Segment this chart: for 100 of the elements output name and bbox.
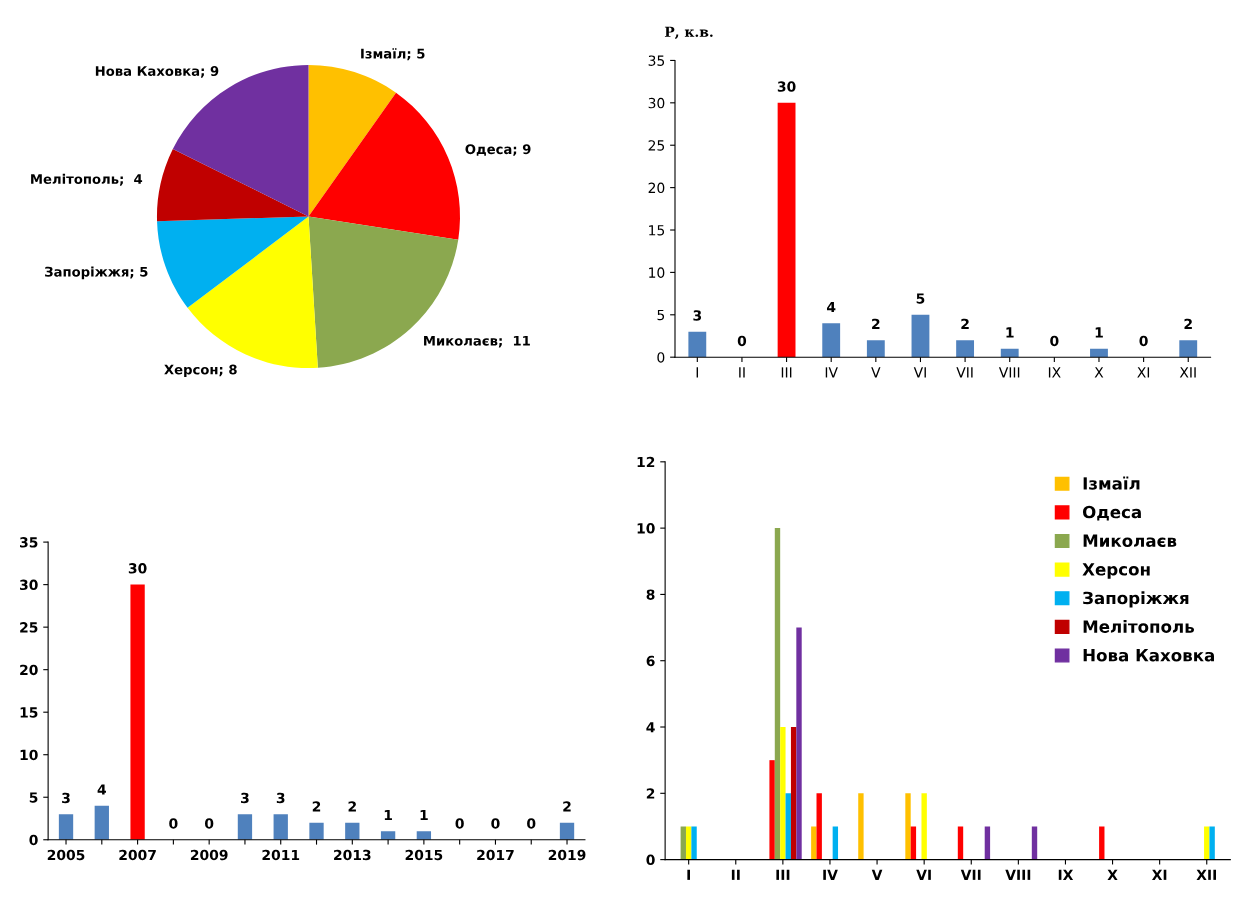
x-tick-label: VIII xyxy=(998,367,1020,378)
x-tick-label: VI xyxy=(913,367,926,378)
data-label: 2 xyxy=(563,801,571,812)
y-tick-label: 8 xyxy=(646,589,655,600)
y-tick-label: 5 xyxy=(29,792,38,803)
x-tick-label: I xyxy=(696,367,698,378)
bar xyxy=(866,340,885,358)
bar xyxy=(1090,348,1108,358)
bar xyxy=(811,826,817,860)
bar xyxy=(796,627,802,860)
data-label: 30 xyxy=(777,81,796,92)
data-label: 1 xyxy=(1006,327,1014,338)
bar xyxy=(910,826,917,860)
pie-slice xyxy=(308,64,397,217)
x-tick-label: 2005 xyxy=(47,849,85,861)
x-tick-label: 2009 xyxy=(190,849,228,861)
x-tick-label: II xyxy=(731,869,740,880)
y-tick-label: 20 xyxy=(648,182,665,194)
bar xyxy=(832,826,839,860)
x-tick-label: XI xyxy=(1151,869,1167,880)
x-tick-label: 2019 xyxy=(548,849,586,861)
data-label: 0 xyxy=(1050,335,1059,347)
bar xyxy=(416,831,432,840)
data-label: 0 xyxy=(527,818,536,829)
bar xyxy=(691,826,697,860)
x-tick-label: III xyxy=(776,869,790,880)
data-label: 1 xyxy=(1095,327,1103,338)
data-label: 5 xyxy=(916,293,925,304)
bar xyxy=(984,826,991,860)
x-tick-label: VIII xyxy=(1005,869,1031,880)
bar xyxy=(559,822,575,840)
legend-label: Запоріжжя xyxy=(1083,591,1189,608)
y-tick-label: 35 xyxy=(648,55,665,66)
y-tick-label: 0 xyxy=(29,834,38,846)
data-label: 2 xyxy=(1184,318,1192,330)
data-label: 0 xyxy=(491,818,500,829)
x-tick-label: 2015 xyxy=(405,849,443,861)
y-tick-label: 30 xyxy=(648,97,665,109)
y-tick-label: 0 xyxy=(646,854,655,866)
data-label: 3 xyxy=(693,310,702,321)
bar xyxy=(822,323,841,358)
bar xyxy=(774,528,781,860)
y-tick-label: 25 xyxy=(20,622,38,633)
y-tick-label: 25 xyxy=(648,140,665,151)
bar xyxy=(130,584,145,840)
bar xyxy=(777,102,796,358)
legend-label: Ізмаїл xyxy=(1083,476,1140,490)
bar xyxy=(790,727,797,860)
x-tick-label: V xyxy=(871,869,883,880)
data-label: 0 xyxy=(205,818,214,829)
bar xyxy=(921,793,927,860)
y-tick-label: 15 xyxy=(649,225,665,236)
bar xyxy=(905,793,911,860)
bar xyxy=(309,822,324,840)
bar xyxy=(345,822,360,840)
bar xyxy=(785,793,791,860)
bar xyxy=(1179,340,1198,358)
x-tick-label: I xyxy=(687,869,690,880)
x-tick-label: VI xyxy=(916,869,931,880)
x-tick-label: IX xyxy=(1048,367,1061,378)
data-label: 0 xyxy=(1139,335,1148,347)
bar xyxy=(1209,826,1215,860)
data-label: 4 xyxy=(826,301,836,313)
slice-label: Херсон; 8 xyxy=(164,364,237,378)
slice-label: Миколаєв; 11 xyxy=(424,335,530,348)
data-label: 2 xyxy=(961,318,969,330)
data-label: 2 xyxy=(312,801,321,812)
bar xyxy=(1204,826,1210,860)
y-tick-label: 4 xyxy=(646,722,655,733)
slice-label: Мелітополь; 4 xyxy=(31,173,143,186)
bar xyxy=(858,793,864,860)
y-tick-label: 35 xyxy=(20,537,38,548)
y-tick-label: 10 xyxy=(20,749,38,761)
legend-label: Одеса xyxy=(1082,505,1141,521)
y-axis-title: Р, к.в. xyxy=(664,26,713,40)
legend-label: Нова Каховка xyxy=(1083,649,1214,662)
bar xyxy=(685,826,692,860)
legend-label: Миколаєв xyxy=(1083,534,1177,547)
y-tick-label: 20 xyxy=(20,664,38,676)
y-tick-label: 15 xyxy=(20,707,38,718)
data-label: 2 xyxy=(872,318,880,330)
data-label: 3 xyxy=(276,792,285,804)
y-tick-label: 30 xyxy=(20,579,38,591)
data-label: 2 xyxy=(348,801,356,812)
bar xyxy=(1031,826,1038,860)
data-label: 0 xyxy=(737,335,747,347)
x-tick-label: XII xyxy=(1196,869,1216,880)
x-tick-label: 2013 xyxy=(334,849,371,861)
data-label: 1 xyxy=(420,809,428,821)
data-label: 4 xyxy=(97,784,106,795)
data-label: 0 xyxy=(455,818,464,829)
x-tick-label: XII xyxy=(1179,367,1196,378)
bar xyxy=(956,340,975,358)
pie-slice xyxy=(308,92,461,240)
bar xyxy=(780,727,786,860)
legend-label: Мелітополь xyxy=(1083,619,1195,633)
y-tick-label: 5 xyxy=(657,309,665,321)
x-tick-label: IX xyxy=(1058,869,1074,880)
data-label: 3 xyxy=(62,792,70,804)
bar xyxy=(58,814,74,840)
